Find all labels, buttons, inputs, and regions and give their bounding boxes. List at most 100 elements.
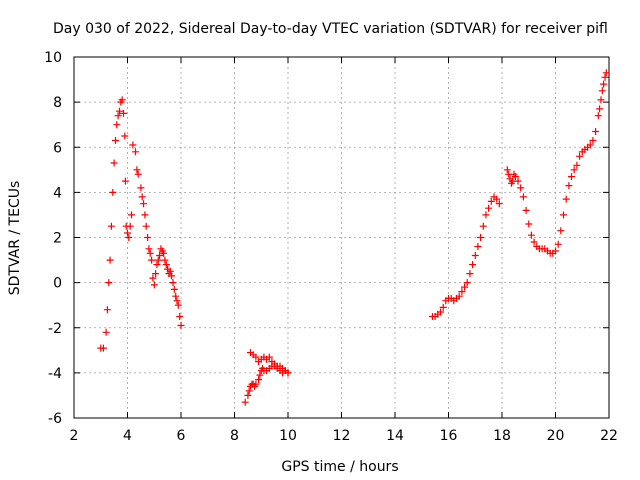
data-point xyxy=(570,166,578,174)
data-point xyxy=(172,292,180,300)
data-point xyxy=(519,193,527,201)
data-point xyxy=(477,234,485,241)
data-point xyxy=(461,283,469,291)
data-point xyxy=(114,112,122,120)
data-point xyxy=(469,261,477,269)
data-point xyxy=(110,159,118,167)
y-tick-label: -4 xyxy=(48,366,62,382)
data-point xyxy=(284,369,292,377)
data-point xyxy=(244,391,252,399)
data-point xyxy=(241,398,249,406)
x-axis-label: GPS time / hours xyxy=(281,459,398,475)
data-point xyxy=(485,204,493,212)
data-point xyxy=(148,256,156,264)
x-tick-label: 8 xyxy=(230,428,239,444)
data-point xyxy=(596,105,604,113)
data-point xyxy=(128,211,135,219)
data-point xyxy=(522,206,530,214)
data-points xyxy=(97,69,610,406)
data-point xyxy=(150,281,158,289)
y-axis-label: SDTVAR / TECUs xyxy=(7,181,23,296)
data-point xyxy=(140,200,147,208)
data-point xyxy=(162,261,170,269)
y-tick-labels: -6 -4 -2 0 2 4 6 8 10 xyxy=(44,50,62,427)
data-point xyxy=(594,112,602,120)
data-point xyxy=(557,227,565,235)
data-point xyxy=(99,344,107,352)
data-point xyxy=(173,297,181,305)
data-point xyxy=(134,170,142,178)
data-point xyxy=(105,279,113,287)
data-point xyxy=(112,137,119,144)
data-point xyxy=(565,182,573,190)
data-point xyxy=(177,322,185,329)
y-tick-label: 8 xyxy=(53,95,62,111)
data-point xyxy=(568,173,575,181)
y-tick-label: 2 xyxy=(53,231,62,247)
data-point xyxy=(141,211,149,219)
data-point xyxy=(116,107,123,115)
data-point xyxy=(113,121,121,129)
data-point xyxy=(554,240,562,248)
data-point xyxy=(602,69,610,77)
data-point xyxy=(121,132,129,140)
data-point xyxy=(589,137,597,144)
data-point xyxy=(107,222,115,230)
data-point xyxy=(586,141,594,149)
data-point xyxy=(103,306,111,314)
data-point xyxy=(133,166,141,174)
data-point xyxy=(479,222,487,230)
x-tick-labels: 2 4 6 8 10 12 14 16 18 20 22 xyxy=(70,428,618,444)
data-point xyxy=(146,249,154,257)
x-tick-label: 2 xyxy=(70,428,79,444)
y-tick-label: -2 xyxy=(48,321,62,337)
x-tick-label: 4 xyxy=(123,428,132,444)
data-point xyxy=(482,211,490,219)
data-point xyxy=(439,303,447,311)
x-tick-label: 16 xyxy=(440,428,458,444)
data-point xyxy=(154,256,162,264)
data-point xyxy=(517,184,525,192)
data-point xyxy=(160,249,168,257)
data-point xyxy=(576,152,584,160)
data-point xyxy=(109,188,117,196)
x-tick-label: 12 xyxy=(333,428,351,444)
data-point xyxy=(458,288,466,296)
data-point xyxy=(530,238,538,246)
data-point xyxy=(592,128,600,135)
data-point xyxy=(463,279,471,287)
data-point xyxy=(252,380,260,388)
data-point xyxy=(245,387,253,395)
data-point xyxy=(256,371,264,379)
data-point xyxy=(455,292,463,300)
chart-title: Day 030 of 2022, Sidereal Day-to-day VTE… xyxy=(53,21,608,37)
data-point xyxy=(102,328,110,336)
y-tick-label: 0 xyxy=(53,276,62,292)
data-point xyxy=(125,234,133,241)
x-tick-label: 10 xyxy=(279,428,297,444)
data-point xyxy=(600,80,608,88)
data-point xyxy=(118,96,126,104)
data-point xyxy=(142,222,150,230)
x-tick-label: 20 xyxy=(547,428,565,444)
data-point xyxy=(106,256,114,264)
data-point xyxy=(161,256,169,264)
y-tick-label: 6 xyxy=(53,140,62,156)
data-point xyxy=(487,197,495,205)
data-point xyxy=(124,229,131,237)
data-point xyxy=(169,279,177,287)
data-point xyxy=(560,211,567,219)
data-point xyxy=(144,234,152,241)
grid-lines xyxy=(74,57,609,418)
data-point xyxy=(503,166,511,174)
data-point xyxy=(514,177,522,185)
data-point xyxy=(168,272,176,280)
data-point xyxy=(525,220,533,228)
data-point xyxy=(126,222,134,230)
data-point xyxy=(153,261,161,269)
data-point xyxy=(493,195,501,203)
x-tick-label: 18 xyxy=(493,428,511,444)
data-point xyxy=(138,193,146,201)
